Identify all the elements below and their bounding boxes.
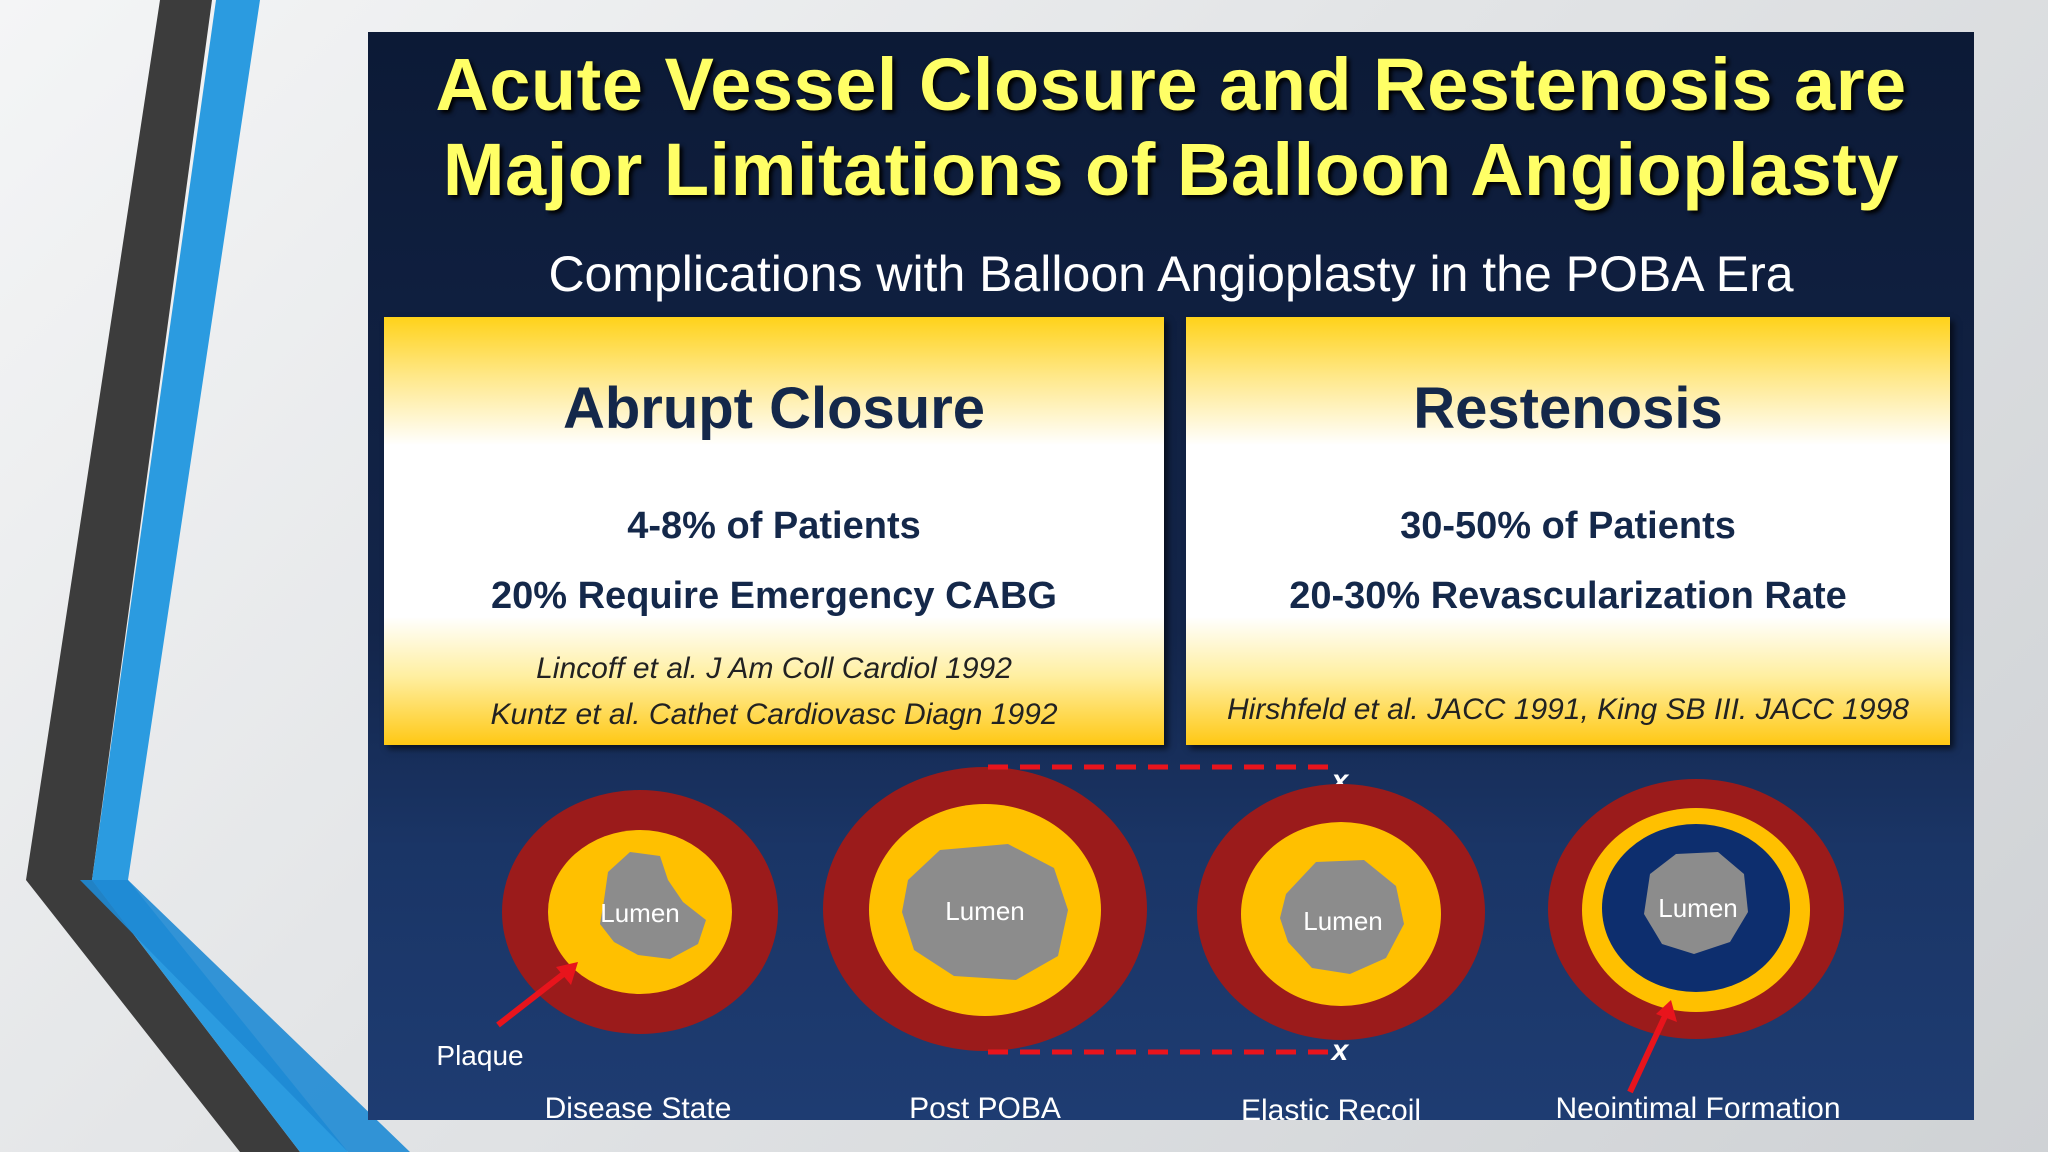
plaque-arrow	[496, 969, 568, 1028]
post-poba-lumen	[902, 844, 1068, 980]
dark-gray-stripe	[26, 0, 300, 1152]
neointimal-formation-label: Neointimal Formation	[1555, 1092, 1840, 1120]
blue-stripe	[92, 0, 348, 1152]
slide-subtitle: Complications with Balloon Angioplasty i…	[548, 246, 1794, 302]
slide-image: Acute Vessel Closure and Restenosis are …	[368, 32, 1974, 1120]
disease-state-lumen	[600, 852, 706, 959]
disease-state-lumen-label: Lumen	[600, 898, 680, 928]
restenosis-stat-patients: 30-50% of Patients	[1400, 505, 1736, 547]
abrupt-closure-stat-cabg: 20% Require Emergency CABG	[491, 575, 1057, 617]
neointima-arrow	[1627, 1012, 1669, 1094]
post-poba-label: Post POBA	[909, 1092, 1061, 1120]
restenosis-title: Restenosis	[1413, 376, 1723, 441]
slide-title-line-2: Major Limitations of Balloon Angioplasty	[442, 128, 1900, 211]
recoil-bottom-marker: x	[1330, 1034, 1350, 1067]
abrupt-closure-stat-patients: 4-8% of Patients	[627, 505, 921, 547]
light-blue-band	[80, 880, 410, 1152]
neointimal-lumen-label: Lumen	[1658, 893, 1738, 923]
post-poba-lumen-label: Lumen	[945, 896, 1025, 926]
disease-state-label: Disease State	[545, 1092, 732, 1120]
restenosis-ref: Hirshfeld et al. JACC 1991, King SB III.…	[1227, 693, 1909, 726]
neointima-arrow-head	[1656, 1000, 1677, 1022]
abrupt-closure-ref-1: Lincoff et al. J Am Coll Cardiol 1992	[536, 652, 1012, 685]
vessel-cross-section-diagram: Lumen Plaque Disease State Lumen Post PO…	[436, 764, 1844, 1120]
elastic-recoil-lumen	[1280, 860, 1404, 974]
elastic-recoil-label: Elastic Recoil	[1241, 1094, 1421, 1120]
restenosis-stat-revasc: 20-30% Revascularization Rate	[1289, 575, 1847, 617]
elastic-recoil-lumen-label: Lumen	[1303, 906, 1383, 936]
slide-title-line-1: Acute Vessel Closure and Restenosis are	[435, 43, 1907, 126]
abrupt-closure-ref-2: Kuntz et al. Cathet Cardiovasc Diagn 199…	[490, 698, 1058, 731]
plaque-arrow-head	[556, 962, 578, 985]
abrupt-closure-title: Abrupt Closure	[562, 376, 986, 441]
plaque-label: Plaque	[436, 1040, 523, 1071]
neointimal-lumen	[1644, 852, 1748, 954]
abrupt-closure-panel: Abrupt Closure 4-8% of Patients 20% Requ…	[384, 317, 1164, 745]
restenosis-panel: Restenosis 30-50% of Patients 20-30% Rev…	[1186, 317, 1950, 745]
